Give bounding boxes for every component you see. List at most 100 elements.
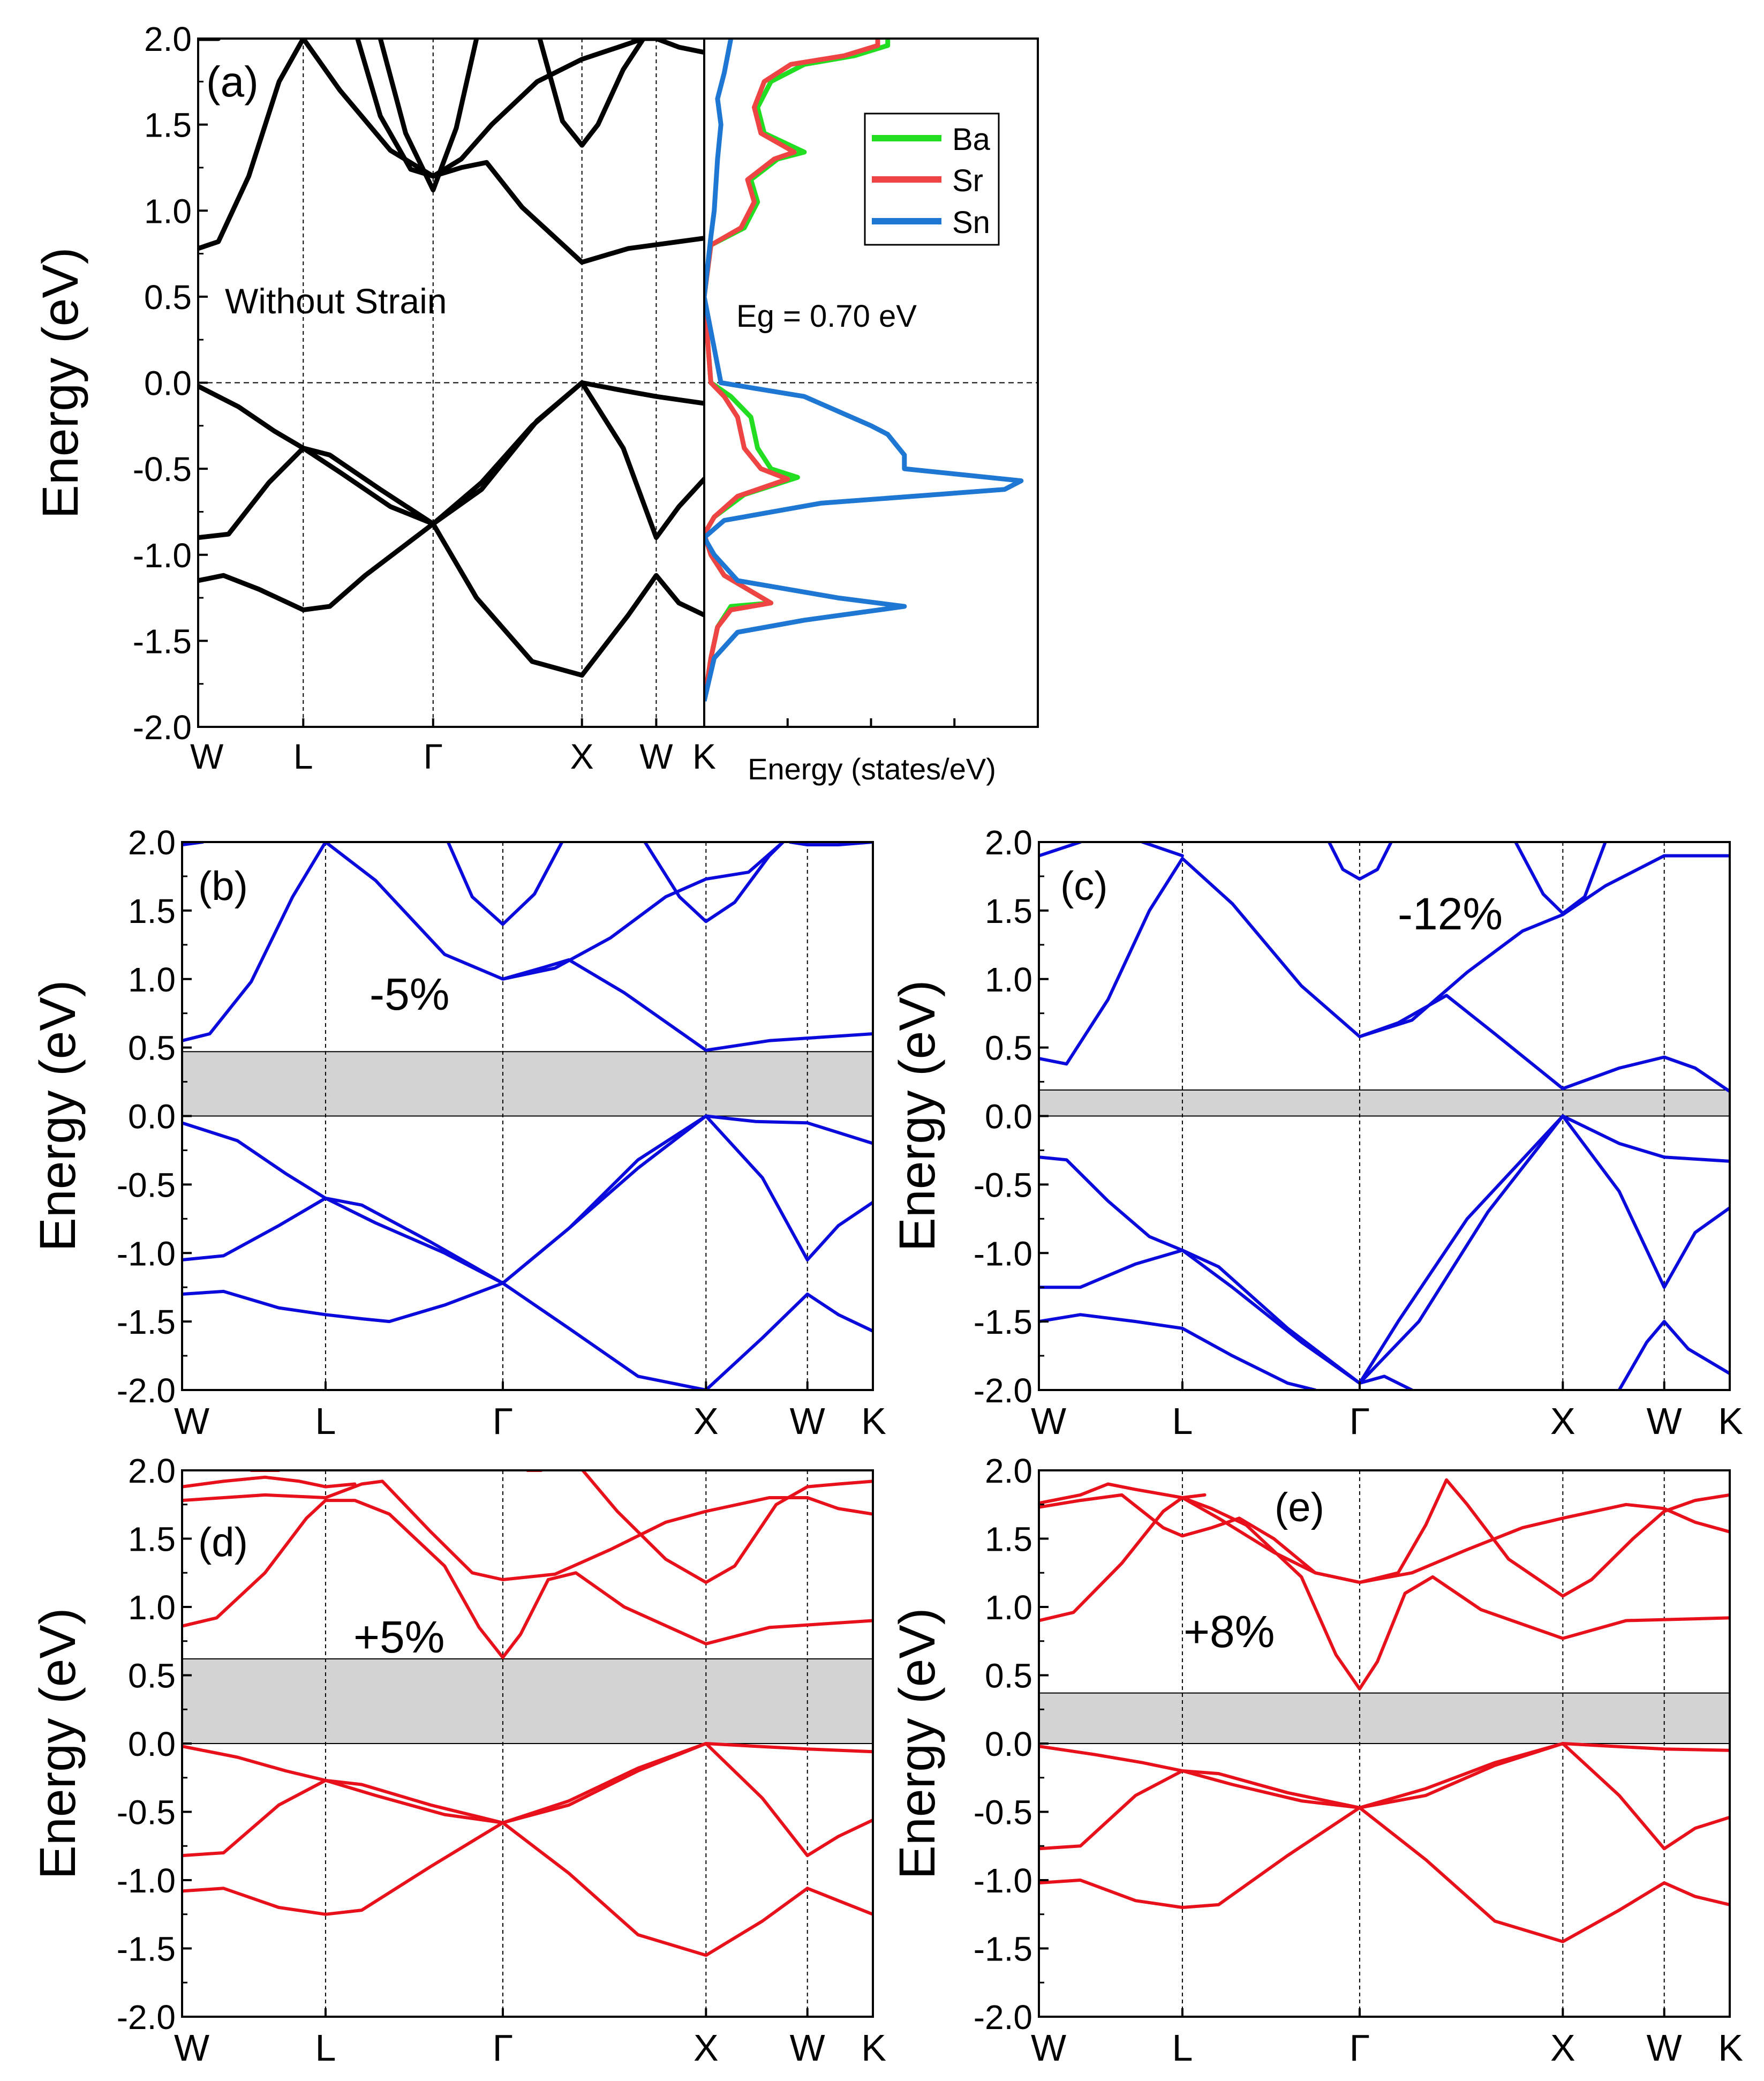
band-curve-band-6: [355, 39, 646, 179]
band-curve-band-5: [1327, 842, 1393, 881]
xtick-label: L: [315, 1400, 336, 1442]
xtick-label: K: [861, 1400, 886, 1442]
ytick-label: -2.0: [117, 1998, 176, 2037]
band-curve-band-4: [182, 1499, 873, 1659]
panel-d-label: (d): [198, 1520, 248, 1565]
band-curve-band-1: [198, 521, 704, 678]
ytick-label: 1.5: [128, 1520, 176, 1559]
ytick-label: 1.5: [128, 892, 176, 930]
xtick-label: X: [570, 737, 594, 776]
panel-b-gap: [182, 1051, 873, 1117]
ytick-label: 0.5: [128, 1029, 176, 1068]
panel-d-gap: [182, 1658, 873, 1744]
panel-d-bands: [182, 1470, 873, 1957]
ytick-label: 1.0: [985, 1588, 1032, 1627]
band-curve-band-7: [1180, 1493, 1207, 1499]
panel-a-yticks: 2.0 1.5 1.0 0.5 0.0 -0.5 -1.0 -1.5 -2.0: [133, 20, 208, 747]
panel-e-annotation: +8%: [1183, 1606, 1275, 1657]
ytick-label: -2.0: [117, 1371, 176, 1410]
xtick-label: Γ: [1350, 1400, 1370, 1442]
band-gap-region: [182, 1658, 873, 1744]
band-curve-band-1: [182, 1821, 873, 1957]
xtick-label: X: [693, 1400, 719, 1442]
ytick-label: -1.5: [133, 622, 192, 660]
band-gap-region: [1038, 1692, 1730, 1744]
panel-b-ylabel: Energy (eV): [29, 980, 86, 1252]
xtick-label: L: [1172, 1400, 1193, 1442]
ytick-label: 2.0: [128, 1452, 176, 1490]
xtick-label: W: [174, 2027, 209, 2069]
ytick-label: 0.0: [985, 1725, 1032, 1763]
panel-c-annotation: -12%: [1398, 889, 1503, 939]
band-curve-band-3: [1039, 1742, 1730, 1809]
xtick-label: W: [1031, 2027, 1066, 2069]
panel-e-label: (e): [1275, 1485, 1324, 1530]
panel-e-ylabel: Energy (eV): [889, 1608, 946, 1880]
ytick-label: 0.0: [985, 1098, 1032, 1136]
band-curve-band-1: [1039, 1806, 1730, 1943]
xtick-label: Γ: [493, 2027, 514, 2069]
band-curve-band-2: [1039, 1114, 1730, 1385]
xtick-label: W: [190, 737, 224, 776]
dos-gap-annotation: Eg = 0.70 eV: [736, 299, 917, 334]
band-curve-band-4: [198, 39, 704, 265]
ytick-label: 1.0: [144, 192, 192, 230]
ytick-label: 2.0: [144, 20, 192, 58]
band-curve-band-3: [182, 1114, 873, 1285]
band-curve-band-7: [581, 1470, 873, 1584]
ytick-label: 1.0: [128, 1588, 176, 1627]
xtick-label: Γ: [493, 1400, 514, 1442]
ytick-label: 0.5: [985, 1657, 1032, 1695]
xtick-label: K: [1718, 1400, 1743, 1442]
ytick-label: 1.0: [128, 960, 176, 999]
band-curve-band-7: [537, 39, 646, 148]
ytick-label: -1.0: [117, 1861, 176, 1900]
band-curve-band-6: [1039, 1478, 1730, 1598]
ytick-label: -1.5: [974, 1303, 1032, 1341]
xtick-label: W: [790, 1400, 825, 1442]
band-curve-band-2: [182, 1114, 873, 1285]
band-curve-band-4: [182, 842, 873, 1052]
panel-b-bands: [182, 842, 873, 1390]
ytick-label: 1.0: [985, 960, 1032, 999]
band-curve-band-2: [1039, 1742, 1730, 1851]
band-curve-band-2: [198, 380, 704, 540]
panel-d-ylabel: Energy (eV): [29, 1608, 86, 1880]
xtick-label: W: [1031, 1400, 1066, 1442]
panel-d-gridlines: [182, 1470, 873, 2017]
dos-curve-sn: [704, 39, 1024, 702]
band-curve-band-7: [643, 842, 785, 923]
band-curve-band-4: [1039, 1496, 1730, 1691]
band-curve-band-9: [788, 842, 873, 847]
panel-b-annotation: -5%: [370, 969, 449, 1019]
xtick-label: L: [1172, 2027, 1193, 2069]
ytick-label: -1.5: [974, 1930, 1032, 1969]
xtick-label: L: [315, 2027, 336, 2069]
dos-xlabel: Energy (states/eV): [748, 752, 996, 786]
band-curve-band-6: [1358, 854, 1730, 1039]
ytick-label: 1.5: [985, 892, 1032, 930]
ytick-label: 0.0: [128, 1098, 176, 1136]
band-curve-band-5: [446, 842, 564, 926]
band-gap-region: [1038, 1089, 1730, 1117]
xtick-label: W: [790, 2027, 825, 2069]
ytick-label: -0.5: [117, 1793, 176, 1832]
ytick-label: 2.0: [985, 823, 1032, 862]
panel-c-bands: [1039, 842, 1730, 1390]
panel-b-yticks: 2.0 1.5 1.0 0.5 0.0 -0.5 -1.0 -1.5 -2.0: [117, 823, 192, 1410]
band-curve-band-3: [182, 1742, 873, 1824]
ytick-label: 2.0: [985, 1452, 1032, 1490]
ytick-label: 0.0: [128, 1725, 176, 1763]
panel-a-annotation: Without Strain: [225, 281, 447, 321]
ytick-label: -1.0: [974, 1861, 1032, 1900]
band-curve-band-3: [198, 380, 704, 527]
xtick-label: K: [1718, 2027, 1743, 2069]
xtick-label: W: [1647, 1400, 1682, 1442]
panel-e-gap: [1038, 1692, 1730, 1744]
band-curve-band-7: [1514, 842, 1607, 915]
